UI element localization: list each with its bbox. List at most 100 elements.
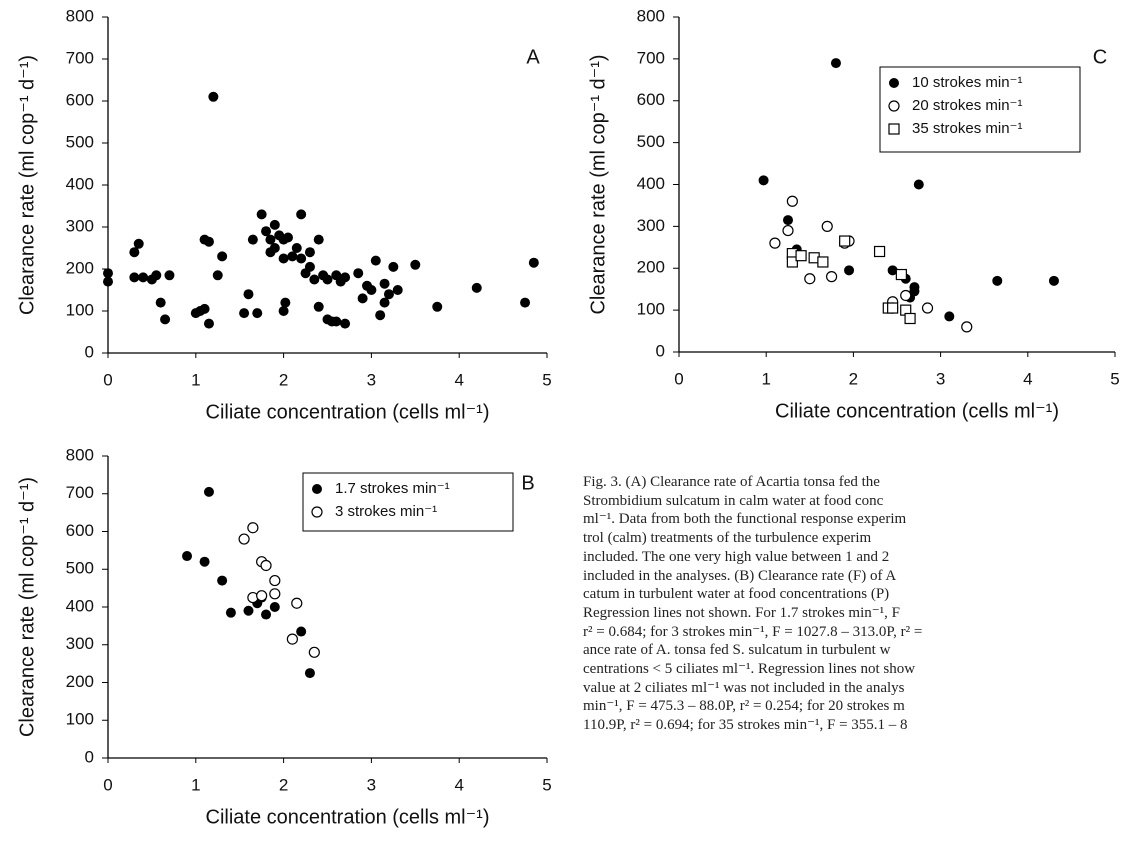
marker — [410, 259, 421, 270]
panel-label: A — [526, 46, 540, 68]
marker — [795, 250, 807, 262]
marker — [212, 270, 223, 281]
x-tick-label: 4 — [1023, 369, 1032, 388]
legend-box — [879, 66, 1081, 153]
x-tick-label: 2 — [279, 775, 288, 794]
caption-line: Regression lines not shown. For 1.7 stro… — [583, 604, 900, 621]
marker — [313, 301, 324, 312]
marker — [103, 268, 113, 279]
y-tick-label: 100 — [66, 710, 94, 729]
marker — [308, 646, 320, 658]
marker — [888, 123, 900, 135]
x-axis-label: Ciliate concentration (cells ml⁻¹) — [775, 400, 1059, 422]
marker — [921, 302, 934, 314]
y-tick-label: 300 — [637, 216, 665, 235]
marker — [769, 237, 781, 249]
y-tick-label: 600 — [66, 521, 94, 540]
x-tick-label: 5 — [542, 775, 551, 794]
marker — [786, 256, 798, 268]
y-tick-label: 300 — [66, 634, 94, 653]
marker — [217, 575, 228, 586]
y-tick-label: 400 — [66, 596, 94, 615]
marker — [182, 551, 193, 562]
x-tick-label: 0 — [103, 775, 112, 794]
x-tick-label: 3 — [367, 775, 376, 794]
legend-label: 20 strokes min⁻¹ — [912, 97, 1022, 114]
marker — [313, 234, 324, 245]
y-tick-label: 800 — [66, 6, 94, 25]
marker — [199, 303, 210, 314]
y-tick-label: 200 — [66, 258, 94, 277]
y-tick-label: 500 — [66, 559, 94, 578]
marker — [129, 247, 140, 258]
marker — [312, 484, 322, 494]
marker — [909, 286, 920, 297]
x-tick-label: 2 — [279, 370, 288, 389]
marker — [309, 274, 320, 285]
marker — [830, 58, 841, 69]
x-tick-label: 0 — [103, 370, 112, 389]
marker — [331, 316, 342, 327]
y-tick-label: 100 — [637, 300, 665, 319]
legend-label: 3 strokes min⁻¹ — [335, 503, 437, 520]
x-axis-label: Ciliate concentration (cells ml⁻¹) — [206, 401, 490, 423]
marker — [296, 626, 307, 637]
marker — [287, 251, 298, 262]
legend-label: 1.7 strokes min⁻¹ — [335, 480, 450, 497]
x-tick-label: 4 — [454, 775, 463, 794]
marker — [353, 268, 364, 279]
y-axis-label: Clearance rate (ml cop⁻¹ d⁻¹) — [16, 477, 38, 737]
legend-label: 10 strokes min⁻¹ — [912, 74, 1022, 91]
marker — [160, 314, 171, 325]
y-tick-label: 100 — [66, 300, 94, 319]
marker — [278, 253, 289, 264]
y-tick-label: 600 — [66, 90, 94, 109]
legend-box — [302, 472, 514, 532]
y-tick-label: 600 — [637, 90, 665, 109]
marker — [904, 312, 916, 325]
caption-line: centrations < 5 ciliates ml⁻¹. Regressio… — [583, 661, 916, 678]
marker — [383, 289, 394, 300]
marker — [520, 297, 531, 308]
x-tick-label: 3 — [367, 370, 376, 389]
y-tick-label: 700 — [66, 48, 94, 67]
caption-line: ance rate of A. tonsa fed S. sulcatum in… — [583, 642, 891, 659]
marker — [873, 245, 886, 258]
marker — [269, 588, 281, 600]
y-tick-label: 200 — [66, 672, 94, 691]
caption-line: trol (calm) treatments of the turbulence… — [583, 530, 872, 547]
marker — [138, 272, 149, 283]
marker — [269, 602, 280, 612]
marker — [247, 234, 258, 245]
x-tick-label: 1 — [761, 369, 770, 388]
caption-line: included in the analyses. (B) Clearance … — [583, 567, 897, 584]
marker — [758, 175, 769, 186]
marker — [786, 195, 798, 207]
marker — [804, 273, 816, 285]
legend-label: 35 strokes min⁻¹ — [912, 120, 1022, 137]
caption-line: 110.9P, r² = 0.694; for 35 strokes min⁻¹… — [583, 717, 908, 734]
marker — [432, 301, 443, 312]
marker — [340, 318, 351, 329]
marker — [243, 605, 254, 616]
marker — [304, 261, 315, 272]
caption-line: r² = 0.684; for 3 strokes min⁻¹, F = 102… — [583, 623, 923, 640]
marker — [821, 220, 833, 232]
marker — [839, 235, 851, 247]
marker — [260, 559, 272, 572]
marker — [261, 226, 272, 237]
marker — [256, 209, 267, 220]
marker — [471, 282, 482, 293]
x-tick-label: 3 — [936, 369, 945, 388]
marker — [247, 522, 259, 534]
marker — [296, 209, 307, 220]
marker — [103, 276, 113, 287]
marker — [261, 609, 272, 620]
marker — [311, 506, 323, 518]
marker — [291, 597, 303, 609]
marker — [286, 633, 298, 645]
marker — [269, 574, 281, 587]
x-tick-label: 5 — [1110, 369, 1119, 388]
marker — [243, 289, 254, 300]
